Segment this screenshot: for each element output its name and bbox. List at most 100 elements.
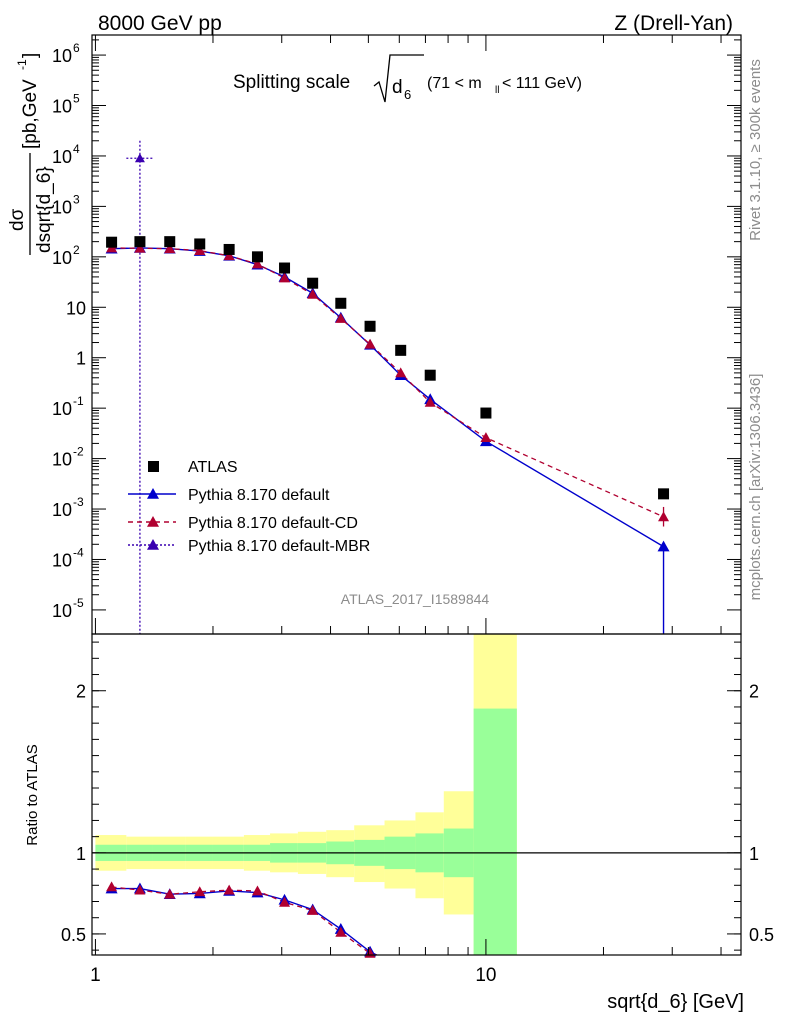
y-tick-exponent: -5 [73,596,84,610]
marker-atlas [307,277,319,289]
ratio-y-tick-label-right: 1 [749,844,759,864]
y-label-denominator: dsqrt{d_6} [34,166,55,253]
marker-default-cd [335,312,347,323]
plot-title: Splitting scale d 6 (71 < m ll < 111 GeV… [233,54,582,103]
y-tick-label: 10 6 [52,41,80,66]
ratio-marker-default-cd [279,896,291,907]
y-tick-mantissa: 1 [76,349,86,369]
marker-default-cd [364,338,376,349]
marker-atlas [106,236,118,248]
legend-item: Pythia 8.170 default-MBR [128,538,370,555]
legend-label: Pythia 8.170 default [188,487,330,504]
y-tick-exponent: -4 [73,545,84,559]
y-tick-exponent: 4 [73,142,80,156]
marker-default-cd [480,432,492,443]
y-tick-exponent: 5 [73,92,80,106]
y-tick-label: 10 2 [52,243,80,268]
legend-marker [147,488,159,499]
ratio-y-tick-label: 1 [76,844,86,864]
y-label-units-close: ] [20,53,41,58]
ratio-y-tick-label: 2 [76,682,86,702]
legend-marker [147,539,159,550]
marker-default-cd [194,245,206,255]
marker-atlas [164,236,176,248]
y-tick-mantissa: 10 [52,97,72,117]
marker-mbr [134,153,145,163]
marker-atlas [194,238,206,250]
marker-default-cd [279,272,291,283]
ratio-marker-default-cd [223,884,235,895]
y-tick-exponent: 2 [73,243,80,257]
y-tick-label: 10 -1 [52,394,84,419]
sqrt-symbol-icon [373,54,424,103]
ratio-line-default-cd [111,886,377,956]
analysis-tag: ATLAS_2017_I1589844 [341,591,490,607]
rivet-label: Rivet 3.1.10, ≥ 300k events [747,59,764,241]
y-tick-label: 10 -2 [52,445,84,470]
marker-default [657,540,670,552]
y-tick-exponent: -2 [73,445,84,459]
y-label-units: [pb,GeV [20,79,41,149]
legend-item: Pythia 8.170 default [128,487,330,504]
ratio-line-default [111,887,377,956]
title-main: Splitting scale [233,72,350,93]
ratio-y-tick-label-right: 2 [749,682,759,702]
header-process-label: Z (Drell-Yan) [614,12,733,35]
ratio-marker-default-cd [134,884,146,895]
y-tick-mantissa: 10 [52,399,72,419]
y-tick-label: 10 -3 [52,495,84,520]
y-tick-label: 10 3 [52,192,80,217]
y-tick-mantissa: 10 [52,500,72,520]
legend-marker-atlas [148,461,159,472]
series-line-default-cd [111,247,664,518]
legend-label: Pythia 8.170 default-CD [188,515,358,532]
ratio-marker-default-cd [251,885,263,896]
legend-marker [147,516,159,527]
x-axis-label: sqrt{d_6} [GeV] [607,991,744,1013]
title-sqrt-sub: 6 [404,87,411,102]
y-tick-label: 10 [66,298,86,318]
y-tick-mantissa: 10 [52,550,72,570]
ratio-marker-default-cd [335,926,347,937]
marker-atlas [395,344,407,356]
y-tick-mantissa: 10 [52,248,72,268]
green-band-bin [473,708,517,955]
title-sqrt-d: d [392,77,403,98]
ratio-marker-default-cd [307,904,319,915]
marker-default-cd [164,243,176,254]
marker-default-cd [134,242,146,253]
y-tick-exponent: 6 [73,41,80,55]
marker-atlas [279,262,291,274]
legend-label: Pythia 8.170 default-MBR [188,538,370,555]
marker-default-cd [395,367,407,378]
ratio-axis-label: Ratio to ATLAS [24,744,41,845]
y-tick-mantissa: 10 [52,46,72,66]
y-axis-label: dσ dsqrt{d_6} [pb,GeV -1 ] [7,53,55,255]
marker-atlas [134,236,146,248]
legend: ATLAS Pythia 8.170 default Pythia 8.170 de… [128,459,370,555]
y-tick-mantissa: 10 [66,298,86,318]
x-tick-label: 10 [475,965,496,986]
y-tick-exponent: 3 [73,192,80,206]
title-range-sub: ll [495,85,499,96]
y-tick-mantissa: 10 [52,197,72,217]
legend-item: ATLAS [148,459,238,476]
marker-default-cd [424,396,436,407]
mcplots-label: mcplots.cern.ch [arXiv:1306.3436] [747,374,764,601]
y-label-units-exp: -1 [15,59,29,70]
marker-default-cd [251,258,263,269]
y-tick-label: 1 [76,349,86,369]
y-tick-label: 10 5 [52,92,80,117]
ratio-plot-data [105,881,377,958]
marker-atlas [251,251,263,263]
y-tick-label: 10 -4 [52,545,84,570]
marker-atlas [424,369,436,381]
ratio-marker-default-cd [194,886,206,897]
y-tick-exponent: -1 [73,394,84,408]
y-tick-mantissa: 10 [52,450,72,470]
y-label-numerator: dσ [7,208,28,231]
y-tick-mantissa: 10 [52,601,72,621]
ratio-y-tick-label-right: 0.5 [749,925,774,945]
y-tick-label: 10 4 [52,142,80,167]
